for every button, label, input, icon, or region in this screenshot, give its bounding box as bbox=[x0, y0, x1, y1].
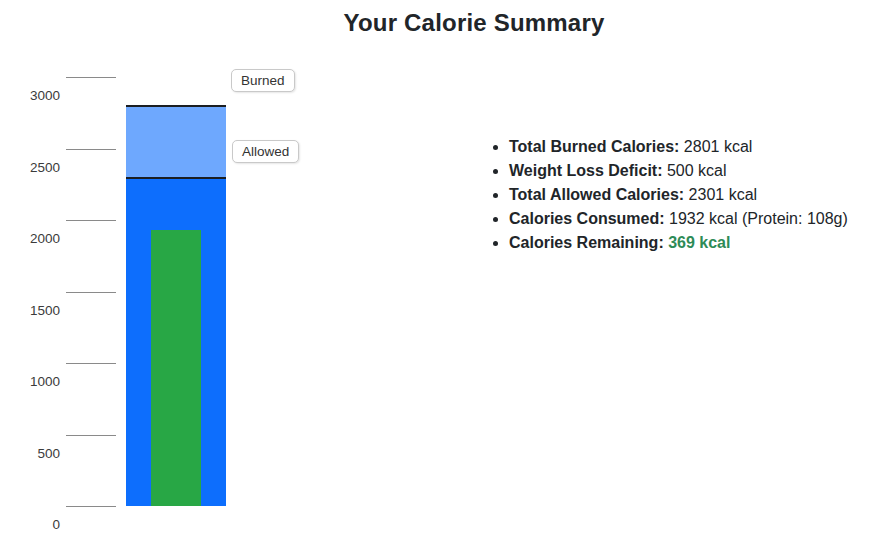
y-axis-tick-label: 2500 bbox=[8, 161, 60, 175]
y-axis-tick-label: 1000 bbox=[8, 375, 60, 389]
y-axis-tick-label: 0 bbox=[8, 518, 60, 532]
y-axis-tick bbox=[66, 363, 116, 364]
calorie-chart: 0 500 1000 1500 2000 2500 3000 Burned Allowed bbox=[0, 0, 340, 556]
summary-list: Total Burned Calories: 2801 kcalWeight L… bbox=[495, 135, 848, 255]
summary-item-value: 369 kcal bbox=[668, 234, 730, 251]
summary-panel: Total Burned Calories: 2801 kcalWeight L… bbox=[495, 135, 848, 255]
y-axis-tick bbox=[66, 506, 116, 507]
summary-item-label: Weight Loss Deficit: bbox=[509, 162, 663, 179]
y-axis-tick-label: 500 bbox=[8, 447, 60, 461]
burned-label-badge: Burned bbox=[231, 69, 295, 92]
summary-item-value: 1932 kcal (Protein: 108g) bbox=[669, 210, 848, 227]
consumed-bar bbox=[151, 230, 201, 506]
summary-item-value: 2801 kcal bbox=[684, 138, 753, 155]
page: Your Calorie Summary 0500100015002000250… bbox=[0, 0, 871, 556]
allowed-label-badge: Allowed bbox=[232, 140, 299, 163]
y-axis-tick bbox=[66, 435, 116, 436]
summary-item: Calories Remaining: 369 kcal bbox=[509, 231, 848, 255]
summary-item-label: Total Allowed Calories: bbox=[509, 186, 684, 203]
summary-item-value: 2301 kcal bbox=[689, 186, 758, 203]
summary-item: Calories Consumed: 1932 kcal (Protein: 1… bbox=[509, 207, 848, 231]
y-axis-tick-label: 1500 bbox=[8, 304, 60, 318]
summary-item-label: Calories Remaining: bbox=[509, 234, 664, 251]
summary-item-label: Calories Consumed: bbox=[509, 210, 665, 227]
y-axis-tick-label: 3000 bbox=[8, 89, 60, 103]
summary-item: Weight Loss Deficit: 500 kcal bbox=[509, 159, 848, 183]
summary-item-value: 500 kcal bbox=[667, 162, 727, 179]
summary-item: Total Burned Calories: 2801 kcal bbox=[509, 135, 848, 159]
y-axis-tick-label: 2000 bbox=[8, 232, 60, 246]
y-axis-tick bbox=[66, 149, 116, 150]
y-axis-tick bbox=[66, 292, 116, 293]
summary-item: Total Allowed Calories: 2301 kcal bbox=[509, 183, 848, 207]
y-axis-tick bbox=[66, 77, 116, 78]
y-axis-tick bbox=[66, 220, 116, 221]
summary-item-label: Total Burned Calories: bbox=[509, 138, 679, 155]
